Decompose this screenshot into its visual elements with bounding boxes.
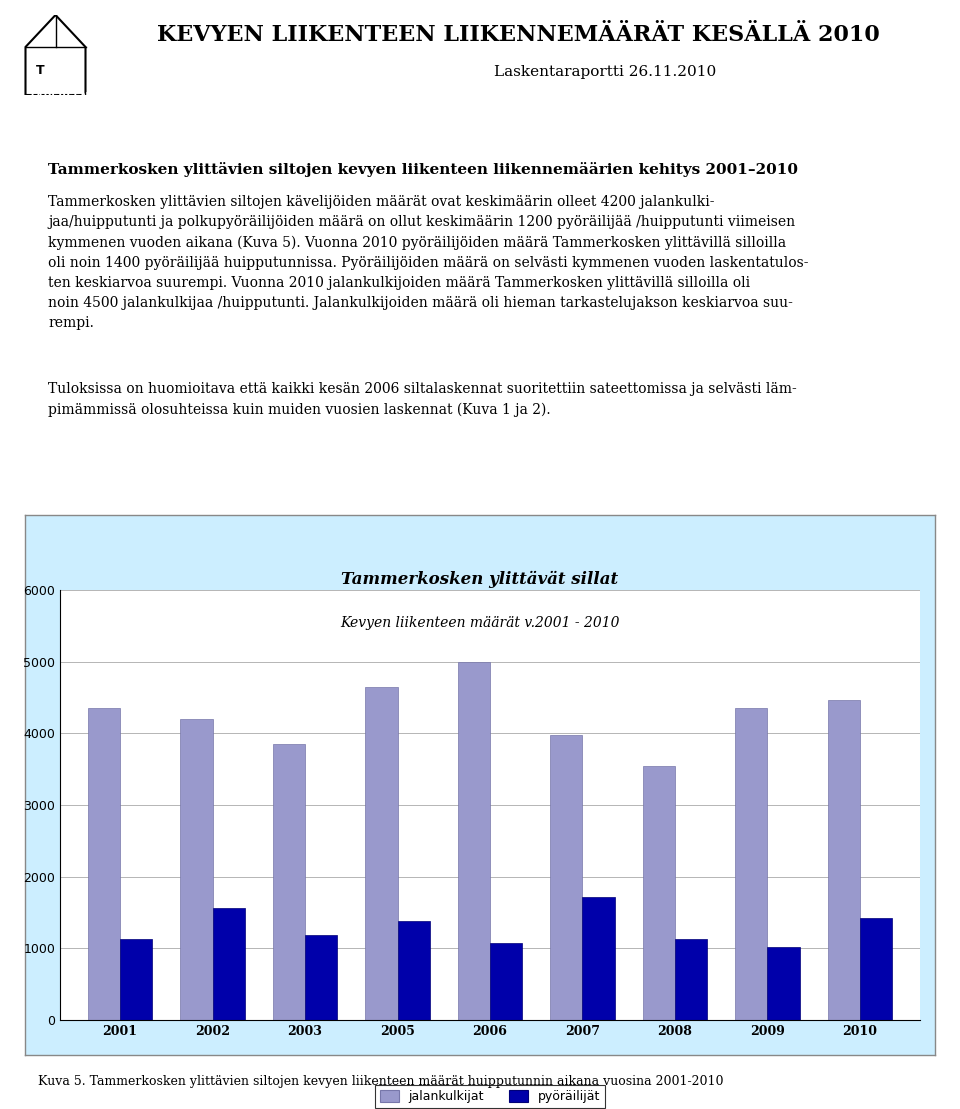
Text: Kevyen liikenteen määrät v.2001 - 2010: Kevyen liikenteen määrät v.2001 - 2010 (340, 615, 620, 630)
Text: Tammerkosken ylittävät sillat: Tammerkosken ylittävät sillat (342, 571, 618, 589)
Bar (675, 939, 708, 1020)
Bar (490, 943, 522, 1020)
Text: T: T (36, 64, 45, 78)
Text: Laskentaraportti 26.11.2010: Laskentaraportti 26.11.2010 (493, 65, 716, 79)
Bar (767, 947, 800, 1020)
Text: TAPEREEN KAUPUNKI  •  KAUPUNKIMPÄRISTÖN KEHITTÄMINEN: TAPEREEN KAUPUNKI • KAUPUNKIMPÄRISTÖN KE… (29, 92, 397, 102)
Bar (212, 908, 245, 1020)
Bar (273, 744, 305, 1020)
Bar (365, 686, 397, 1020)
Bar (550, 735, 583, 1020)
Text: Tuloksissa on huomioitava että kaikki kesän 2006 siltalaskennat suoritettiin sat: Tuloksissa on huomioitava että kaikki ke… (48, 381, 797, 417)
Bar (180, 719, 212, 1020)
Text: Tammerkosken ylittävien siltojen kevyen liikenteen liikennemäärien kehitys 2001–: Tammerkosken ylittävien siltojen kevyen … (48, 162, 798, 177)
Text: Tammerkosken ylittävien siltojen kävelijöiden määrät ovat keskimäärin olleet 420: Tammerkosken ylittävien siltojen kävelij… (48, 195, 808, 329)
Bar (583, 897, 614, 1020)
Bar (735, 709, 767, 1020)
Text: KEVYEN LIIKENTEEN LIIKENNEMÄÄRÄT KESÄLLÄ 2010: KEVYEN LIIKENTEEN LIIKENNEMÄÄRÄT KESÄLLÄ… (157, 24, 879, 45)
Bar (828, 700, 860, 1020)
Text: Kuva 5. Tammerkosken ylittävien siltojen kevyen liikenteen määrät huipputunnin a: Kuva 5. Tammerkosken ylittävien siltojen… (38, 1075, 724, 1088)
Bar (120, 939, 153, 1020)
Legend: jalankulkijat, pyöräilijät: jalankulkijat, pyöräilijät (374, 1086, 605, 1108)
Bar (87, 709, 120, 1020)
Bar (305, 935, 337, 1020)
Bar (642, 765, 675, 1020)
Bar (397, 922, 430, 1020)
Bar (860, 918, 892, 1020)
Bar (458, 662, 490, 1020)
